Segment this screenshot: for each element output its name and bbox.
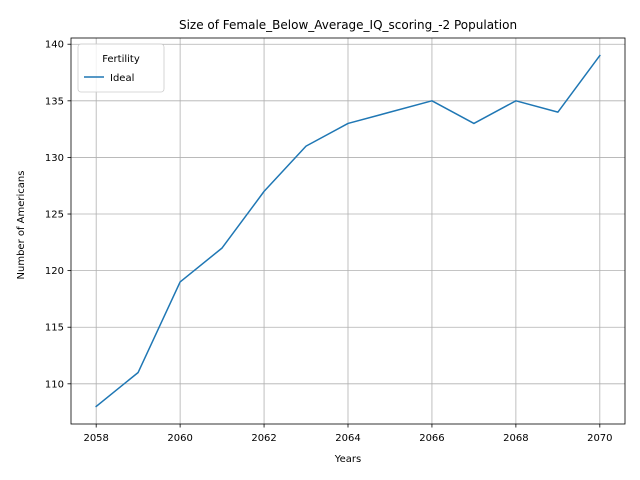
legend-title: Fertility — [102, 54, 140, 65]
x-axis-ticks: 2058 2060 2062 2064 2066 2068 2070 — [83, 424, 612, 444]
chart-title: Size of Female_Below_Average_IQ_scoring_… — [179, 18, 517, 32]
x-tick-label: 2066 — [419, 433, 444, 444]
grid-lines — [71, 38, 625, 424]
legend: Fertility Ideal — [78, 44, 164, 92]
x-tick-label: 2064 — [335, 433, 360, 444]
y-axis-label: Number of Americans — [16, 171, 27, 280]
x-tick-label: 2058 — [83, 433, 108, 444]
y-tick-label: 120 — [45, 266, 64, 277]
x-tick-label: 2062 — [251, 433, 276, 444]
x-tick-label: 2060 — [167, 433, 192, 444]
legend-box — [78, 44, 164, 92]
y-axis-ticks: 110 115 120 125 130 135 140 — [45, 40, 71, 391]
y-tick-label: 130 — [45, 153, 64, 164]
legend-label-ideal: Ideal — [110, 73, 134, 84]
x-tick-label: 2070 — [587, 433, 612, 444]
x-axis-label: Years — [334, 454, 361, 465]
y-tick-label: 125 — [45, 210, 64, 221]
x-tick-label: 2068 — [503, 433, 528, 444]
y-tick-label: 135 — [45, 96, 64, 107]
y-tick-label: 140 — [45, 40, 64, 51]
y-tick-label: 110 — [45, 379, 64, 390]
y-tick-label: 115 — [45, 323, 64, 334]
